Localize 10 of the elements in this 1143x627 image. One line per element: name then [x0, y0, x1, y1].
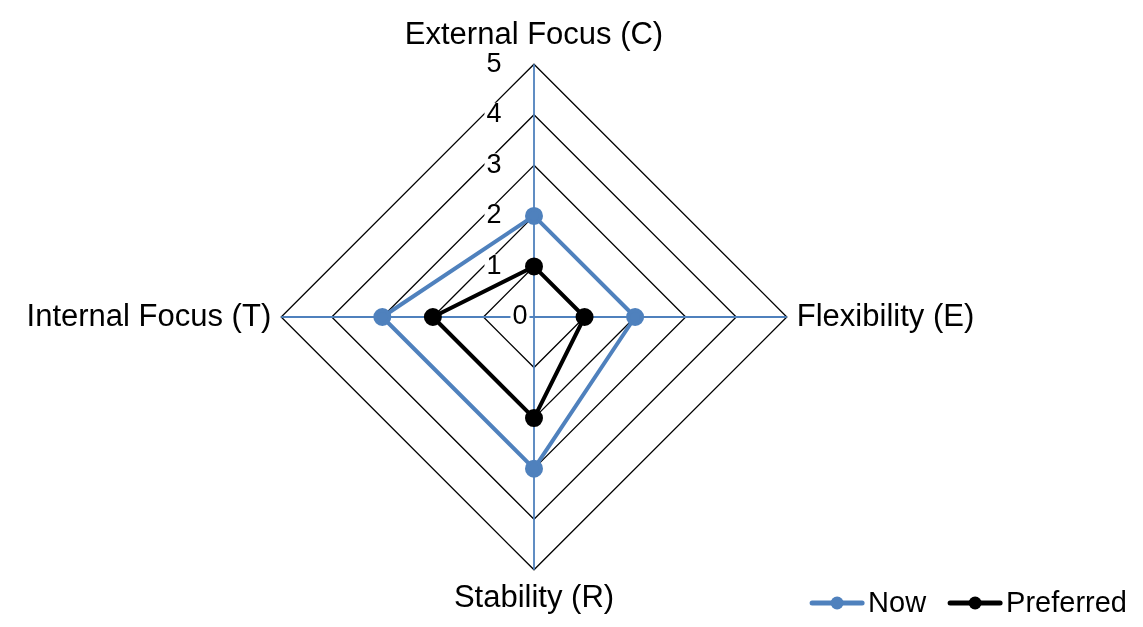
spoke-label: Internal Focus (T): [26, 297, 272, 333]
spoke-label: Flexibility (E): [796, 297, 975, 333]
y-tick-label: 0: [512, 300, 528, 331]
y-tick-label: 1: [486, 249, 502, 280]
y-tick-label: 2: [486, 199, 502, 230]
legend-label: Now: [868, 586, 928, 618]
y-tick-label: 4: [486, 98, 502, 129]
spoke-label: Stability (R): [453, 578, 615, 614]
legend-label: Preferred: [1006, 586, 1128, 618]
y-tick-label: 3: [486, 148, 502, 179]
